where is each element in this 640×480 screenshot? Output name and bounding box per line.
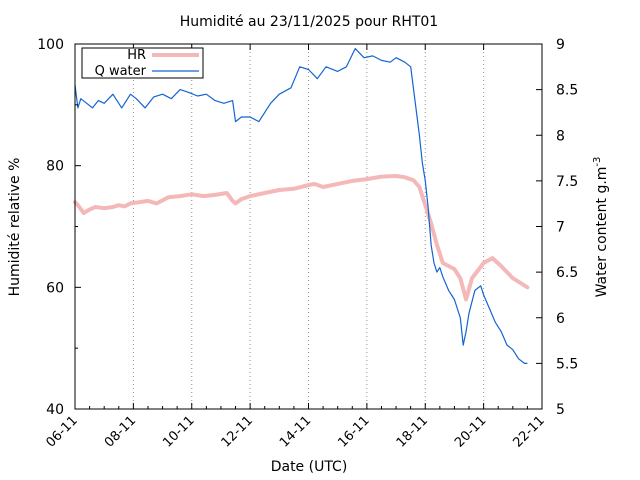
ticks: 06-11 08-11 10-11 12-11 14-11 16-11 18-11 20-11… [37, 37, 578, 451]
y-right-tick-label: 8 [556, 128, 565, 144]
x-tick-label: 06-11 [44, 413, 81, 450]
series-line-water [74, 47, 528, 364]
x-tick-label: 16-11 [335, 413, 372, 450]
y-axis-right-label: Water content g.m-3 [592, 157, 610, 298]
y-right-tick-label: 5.5 [556, 356, 578, 372]
x-tick-label: 12-11 [219, 413, 256, 450]
y-right-tick-label: 5 [556, 402, 565, 418]
x-axis-label: Date (UTC) [271, 459, 348, 475]
y-right-tick-label: 6.5 [556, 265, 578, 281]
x-tick-label: 08-11 [102, 413, 139, 450]
x-tick-label: 14-11 [277, 413, 314, 450]
y-right-tick-label: 7 [556, 220, 565, 236]
plot-frame [74, 43, 543, 410]
legend: HR Q water [81, 47, 204, 79]
plot-lines [73, 47, 530, 364]
legend-label-hr: HR [127, 48, 146, 63]
y-left-tick-label: 60 [46, 280, 64, 296]
y-left-tick-label: 100 [37, 37, 64, 53]
y-right-tick-label: 9 [556, 37, 565, 53]
chart-title: Humidité au 23/11/2025 pour RHT01 [180, 14, 438, 30]
y-right-tick-label: 8.5 [556, 83, 578, 99]
x-tick-label: 18-11 [394, 413, 431, 450]
y-axis-right-label-base: Water content g.m [594, 167, 610, 298]
y-axis-right-label-superscript: -3 [592, 157, 603, 167]
legend-label-water: Q water [95, 64, 147, 79]
y-left-tick-label: 80 [46, 159, 64, 175]
grid [132, 44, 485, 409]
y-right-tick-label: 6 [556, 311, 565, 327]
y-left-tick-label: 40 [46, 402, 64, 418]
x-tick-label: 20-11 [452, 413, 489, 450]
x-tick-label: 10-11 [160, 413, 197, 450]
x-tick-label: 22-11 [511, 413, 548, 450]
series-line-hr [73, 174, 530, 302]
y-axis-left-label: Humidité relative % [7, 158, 23, 297]
y-right-tick-label: 7.5 [556, 174, 578, 190]
